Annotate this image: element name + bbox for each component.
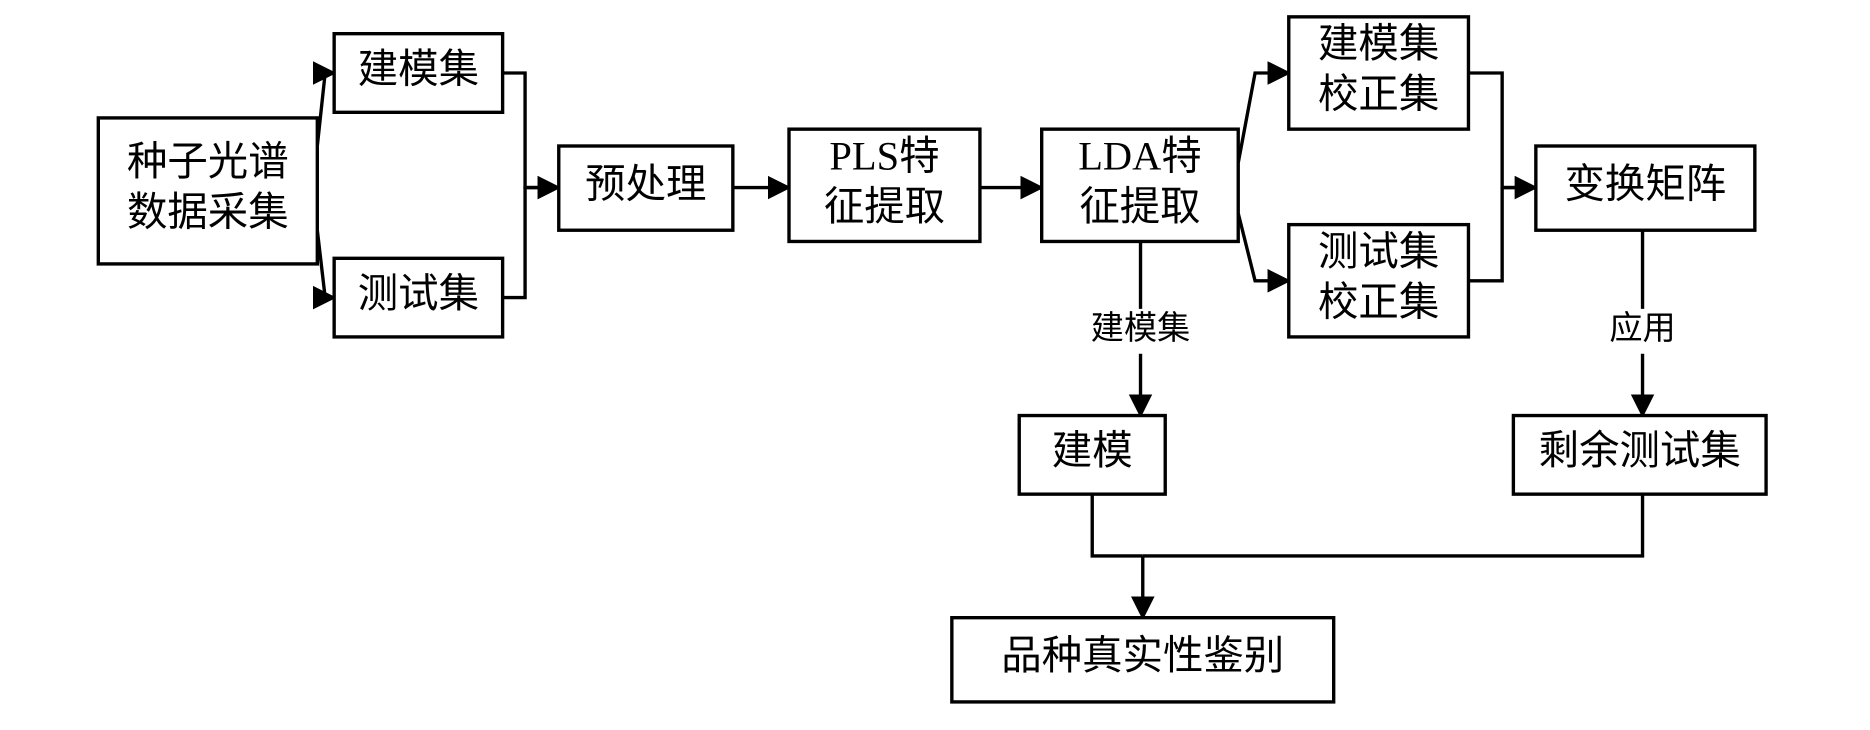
flow-edge-e8 [1238,213,1289,280]
flow-node-n5: PLS特征提取 [789,129,980,241]
flow-edge-e15 [1092,494,1143,556]
node-label: 征提取 [1079,184,1200,229]
flow-edge-e3 [503,73,559,188]
node-label: 测试集 [1318,229,1439,274]
flow-edge-e10 [1468,188,1535,281]
flow-edge-e2 [317,230,334,297]
flow-node-n4: 预处理 [559,146,733,230]
node-label: 变换矩阵 [1564,161,1726,206]
node-label: 建模 [1052,428,1133,473]
flow-node-n6: LDA特征提取 [1042,129,1239,241]
flow-edge-e7 [1238,73,1289,163]
flow-node-n10: 建模 [1019,416,1165,495]
node-label: 校正集 [1318,279,1439,324]
flow-node-n2: 建模集 [334,34,502,113]
node-label: 建模集 [1318,21,1439,66]
flow-edge-e1 [317,73,334,146]
flow-edge-e4 [503,188,559,298]
flow-node-n9: 变换矩阵 [1536,146,1755,230]
node-label: 校正集 [1318,72,1439,117]
node-label: 预处理 [585,161,706,206]
node-label: 建模集 [358,46,479,91]
flow-node-n7: 建模集校正集 [1289,17,1469,129]
edge-label-lab1: 建模集 [1091,310,1190,347]
flowchart-canvas: 种子光谱数据采集建模集测试集预处理PLS特征提取LDA特征提取建模集校正集测试集… [0,0,1870,730]
edge-label-lab2: 应用 [1609,310,1675,347]
node-label: PLS特 [829,133,939,178]
flow-node-n11: 剩余测试集 [1513,416,1766,495]
node-label: 数据采集 [127,189,289,234]
flow-node-n1: 种子光谱数据采集 [98,118,317,264]
flow-edge-e16 [1143,494,1643,556]
flow-node-n3: 测试集 [334,258,502,337]
node-label: 测试集 [358,271,479,316]
node-label: 剩余测试集 [1539,428,1741,473]
flow-node-n12: 品种真实性鉴别 [952,618,1334,702]
flow-edge-e9 [1468,73,1535,188]
node-label: LDA特 [1078,133,1202,178]
node-label: 种子光谱 [127,139,289,184]
flow-node-n8: 测试集校正集 [1289,225,1469,337]
node-label: 品种真实性鉴别 [1001,633,1284,678]
node-label: 征提取 [824,184,945,229]
